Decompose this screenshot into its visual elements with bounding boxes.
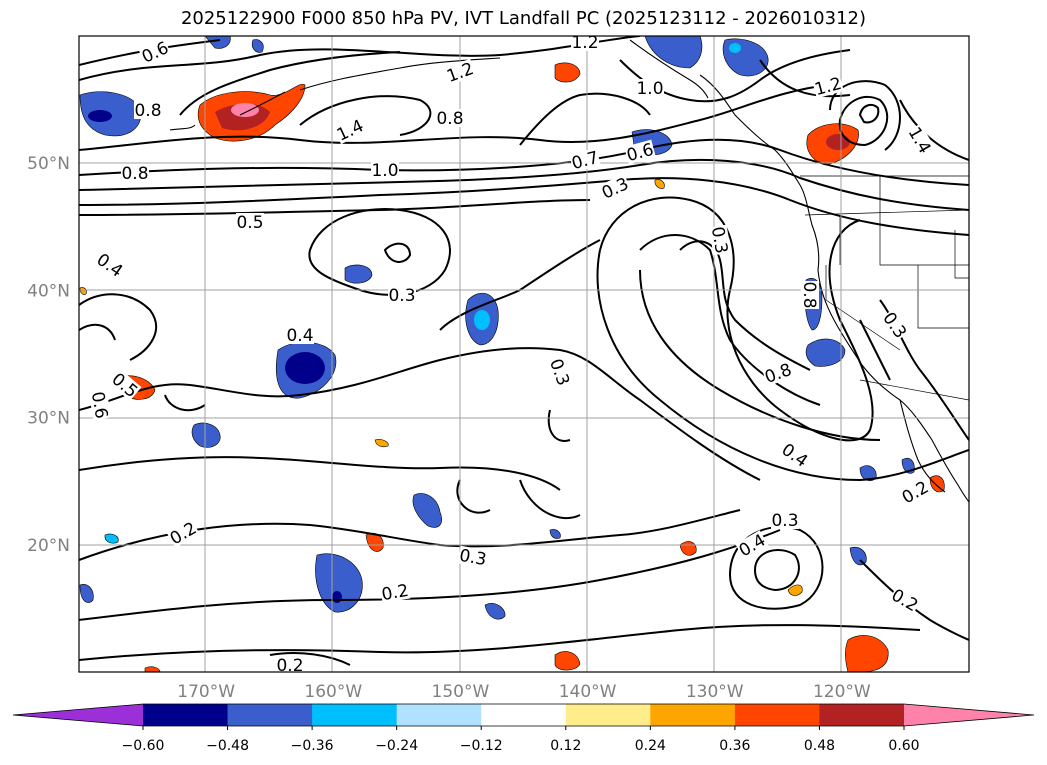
- colorbar-segment: [312, 704, 398, 726]
- contour-label-bg: [801, 281, 819, 309]
- colorbar-tick-label: −0.48: [206, 738, 249, 754]
- contour-label: 0.8: [799, 281, 819, 308]
- lat-tick-label: 40°N: [27, 281, 70, 301]
- contour-label: 0.5: [236, 213, 263, 233]
- colorbar-tick-label: 0.48: [804, 738, 835, 754]
- contour-label: 0.2: [380, 581, 410, 605]
- contour-label-bg: [879, 308, 911, 342]
- contour-label-bg: [286, 326, 314, 344]
- colorbar-tick-label: 0.12: [550, 738, 581, 754]
- contour-label: 0.2: [276, 656, 303, 676]
- contour-label: 1.0: [636, 79, 663, 99]
- contour-label: 1.2: [571, 33, 598, 53]
- colorbar-segment: [565, 704, 651, 726]
- contour-label-bg: [371, 161, 399, 179]
- contour-label: 0.3: [458, 546, 488, 570]
- colorbar-tick-label: −0.60: [122, 738, 165, 754]
- contour-label-bg: [812, 73, 844, 99]
- colorbar-segment: [143, 704, 229, 726]
- lon-tick-label: 130°W: [686, 682, 744, 702]
- lat-tick-label: 20°N: [27, 536, 70, 556]
- contour-label-bg: [888, 585, 922, 615]
- colorbar-tick-label: −0.36: [291, 738, 334, 754]
- contour-label: 0.8: [436, 109, 463, 129]
- contour-label: 0.3: [388, 286, 415, 306]
- contour-label-bg: [443, 58, 477, 86]
- colorbar-segment: [819, 704, 905, 726]
- colorbar-segment: [481, 704, 567, 726]
- contour-label-bg: [93, 249, 127, 281]
- lon-tick-label: 150°W: [432, 682, 490, 702]
- colorbar-tick-label: 0.60: [888, 738, 919, 754]
- contour-label-bg: [333, 115, 367, 145]
- lat-tick-label: 50°N: [27, 154, 70, 174]
- contour-label: 0.8: [121, 164, 148, 184]
- colorbar-segment: [396, 704, 482, 726]
- contour-label-bg: [571, 36, 599, 51]
- contour-label-bg: [708, 224, 732, 256]
- latitude-labels: 50°N 40°N 30°N 20°N: [27, 154, 70, 556]
- map-title: 2025122900 F000 850 hPa PV, IVT Landfall…: [180, 8, 867, 29]
- colorbar: −0.60 −0.48 −0.36 −0.24 −0.12 0.12 0.24 0.36 0.4…: [12, 703, 1035, 754]
- contour-label: 0.8: [134, 101, 161, 121]
- contour-label-bg: [138, 37, 172, 67]
- contour-label-bg: [276, 656, 304, 672]
- contour-label-bg: [379, 580, 411, 604]
- contour-label-bg: [624, 139, 656, 165]
- political-borders: [800, 175, 969, 401]
- contour-label-bg: [598, 173, 632, 203]
- contour-label-bg: [778, 439, 812, 471]
- lat-tick-label: 30°N: [27, 409, 70, 429]
- colorbar-segment: [650, 704, 736, 726]
- pv-filled-contours: [79, 36, 945, 672]
- colorbar-tick-label: 0.24: [635, 738, 666, 754]
- contour-label-bg: [761, 359, 795, 387]
- contour-label: 0.6: [87, 390, 111, 420]
- contour-label: 1.0: [196, 16, 223, 36]
- contour-label-bg: [457, 545, 489, 569]
- contour-label-bg: [546, 355, 574, 389]
- map-frame: [78, 35, 970, 673]
- graticule: [79, 36, 969, 672]
- colorbar-segment: [734, 704, 820, 726]
- lon-tick-label: 120°W: [813, 682, 871, 702]
- contour-label-bg: [735, 530, 769, 560]
- contour-label-bg: [771, 511, 799, 529]
- contour-label: 1.0: [371, 161, 398, 181]
- contour-label-bg: [898, 477, 932, 507]
- contour-label-bg: [388, 286, 416, 304]
- contour-label-bg: [905, 123, 935, 157]
- colorbar-extend-max: [904, 704, 1034, 726]
- longitude-labels: 170°W 160°W 150°W 140°W 130°W 120°W: [177, 682, 871, 702]
- colorbar-tick-label: −0.12: [460, 738, 503, 754]
- contour-label-bg: [88, 389, 112, 421]
- contour-label-bg: [121, 164, 149, 182]
- contour-label: 0.3: [771, 511, 798, 531]
- colorbar-tick-label: 0.36: [719, 738, 750, 754]
- contour-label: 0.3: [707, 225, 731, 255]
- colorbar-tick-label: −0.24: [375, 738, 418, 754]
- contour-label: 0.4: [286, 326, 313, 346]
- lon-tick-label: 160°W: [304, 682, 362, 702]
- contour-label-bg: [569, 147, 601, 173]
- contour-label-bg: [108, 369, 142, 401]
- contour-label-bg: [436, 109, 464, 127]
- coastlines: [169, 39, 969, 503]
- contour-label-bg: [134, 101, 162, 119]
- colorbar-segment: [227, 704, 313, 726]
- lon-tick-label: 170°W: [177, 682, 235, 702]
- contour-label-bg: [236, 213, 264, 231]
- contour-label-bg: [166, 518, 200, 548]
- colorbar-extend-min: [13, 704, 143, 726]
- contour-label-bg: [636, 79, 664, 97]
- contour-label-bg: [196, 16, 224, 34]
- lon-tick-label: 140°W: [559, 682, 617, 702]
